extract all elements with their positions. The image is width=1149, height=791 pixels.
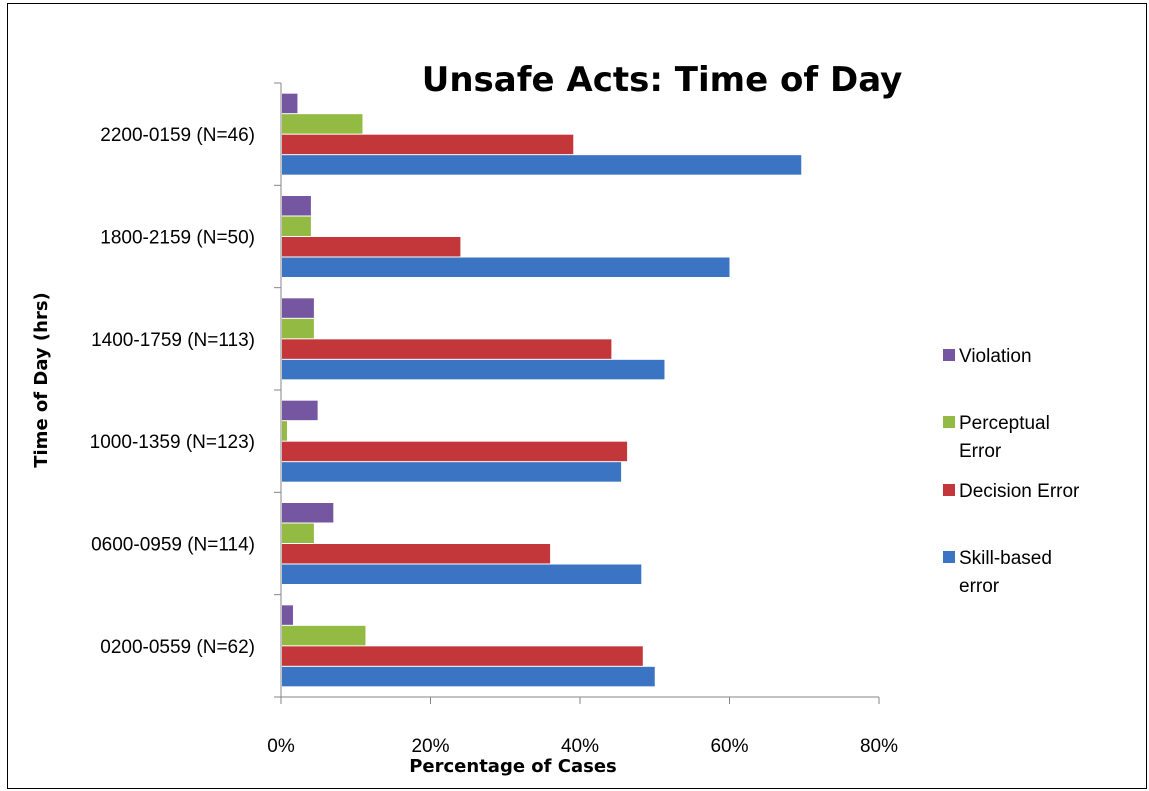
bar-violation-2 xyxy=(282,400,318,421)
chart-title: Unsafe Acts: Time of Day xyxy=(422,60,903,100)
bar-decision-error-0 xyxy=(282,646,643,666)
bar-skill-based-error-0 xyxy=(282,666,655,687)
bars-layer xyxy=(282,93,802,687)
legend-label: Violation xyxy=(959,346,1032,367)
bar-decision-error-4 xyxy=(282,237,461,257)
bar-skill-based-error-1 xyxy=(282,564,642,584)
legend-label: Perceptual xyxy=(959,413,1050,434)
bar-violation-0 xyxy=(282,605,293,625)
x-tick-label: 80% xyxy=(860,736,898,757)
bar-decision-error-5 xyxy=(282,134,574,155)
bar-decision-error-3 xyxy=(282,339,612,359)
bar-violation-5 xyxy=(282,93,298,114)
bar-perceptual-error-2 xyxy=(282,421,287,441)
bar-violation-3 xyxy=(282,298,314,318)
y-tick-label: 1800-2159 (N=50) xyxy=(100,228,255,249)
bar-perceptual-error-3 xyxy=(282,318,314,339)
bar-decision-error-1 xyxy=(282,544,551,564)
bar-perceptual-error-0 xyxy=(282,625,366,646)
y-tick-label: 1000-1359 (N=123) xyxy=(90,432,255,453)
x-axis-title: Percentage of Cases xyxy=(409,756,617,777)
legend-swatch xyxy=(943,416,955,428)
x-tick-label: 20% xyxy=(411,736,449,757)
axes-layer: 0200-0559 (N=62) 0600-0959 (N=114) 1000-13… xyxy=(90,82,898,757)
y-tick-label: 0600-0959 (N=114) xyxy=(91,535,255,556)
legend-label: error xyxy=(959,576,1000,597)
bar-skill-based-error-2 xyxy=(282,462,622,482)
y-tick-label: 2200-0159 (N=46) xyxy=(100,125,255,146)
y-axis-title: Time of Day (hrs) xyxy=(31,292,52,468)
bar-decision-error-2 xyxy=(282,441,628,462)
bar-skill-based-error-5 xyxy=(282,155,802,175)
x-tick-label: 0% xyxy=(267,736,295,757)
bar-violation-4 xyxy=(282,196,311,216)
y-tick-label: 0200-0559 (N=62) xyxy=(100,637,255,658)
bar-skill-based-error-4 xyxy=(282,257,730,277)
legend-swatch xyxy=(943,484,955,496)
bar-skill-based-error-3 xyxy=(282,359,665,380)
legend: Violation Perceptual Error Decision Error Sk… xyxy=(943,346,1080,597)
bar-perceptual-error-1 xyxy=(282,523,314,543)
x-tick-label: 60% xyxy=(710,736,748,757)
legend-label: Error xyxy=(959,441,1002,462)
y-tick-label: 1400-1759 (N=113) xyxy=(91,330,255,351)
bar-violation-1 xyxy=(282,503,334,523)
x-tick-label: 40% xyxy=(561,736,599,757)
legend-label: Decision Error xyxy=(959,481,1080,502)
bar-perceptual-error-4 xyxy=(282,216,311,236)
legend-label: Skill-based xyxy=(959,548,1052,569)
bar-perceptual-error-5 xyxy=(282,114,363,134)
legend-swatch xyxy=(943,551,955,563)
legend-swatch xyxy=(943,349,955,361)
